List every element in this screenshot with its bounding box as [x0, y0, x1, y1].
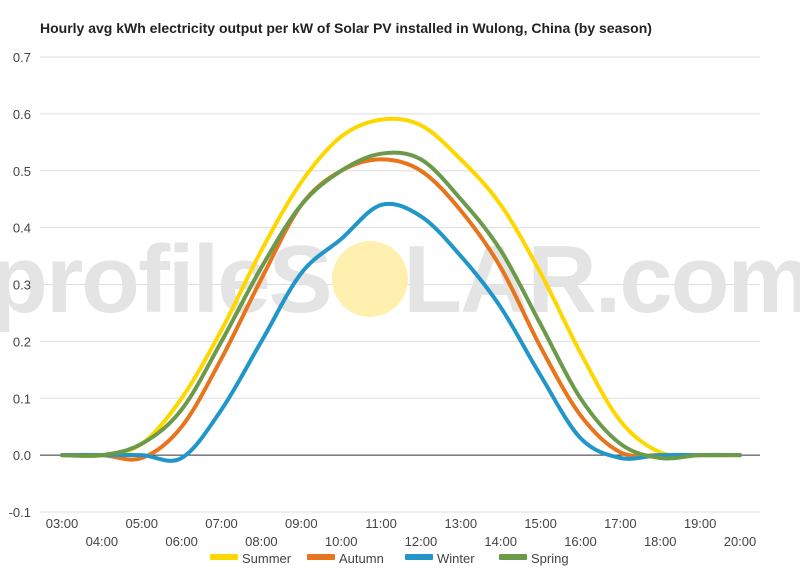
y-tick-label: 0.5 — [13, 164, 31, 179]
legend-item-summer[interactable]: Summer — [210, 551, 292, 566]
y-tick-label: 0.3 — [13, 278, 31, 293]
watermark: profileSOLAR.com — [0, 226, 800, 333]
x-tick-label: 15:00 — [524, 516, 557, 531]
legend: Summer Autumn Winter Spring — [210, 551, 569, 566]
series-line-winter — [60, 201, 742, 463]
y-axis-ticks: -0.1 0.0 0.1 0.2 0.3 0.4 0.5 0.6 0.7 — [9, 50, 31, 520]
x-tick-label: 03:00 — [46, 516, 79, 531]
x-tick-label: 04:00 — [86, 534, 119, 549]
series-line-autumn — [60, 157, 742, 462]
watermark-text-left: profile — [0, 226, 269, 333]
legend-label: Winter — [437, 551, 475, 566]
y-tick-label: -0.1 — [9, 505, 31, 520]
legend-label: Summer — [242, 551, 292, 566]
x-tick-label: 11:00 — [365, 516, 397, 531]
legend-item-winter[interactable]: Winter — [405, 551, 475, 566]
y-tick-label: 0.1 — [13, 391, 31, 406]
legend-item-spring[interactable]: Spring — [499, 551, 569, 566]
y-tick-label: 0.2 — [13, 334, 31, 349]
legend-swatch — [210, 554, 238, 560]
y-tick-label: 0.7 — [13, 50, 31, 65]
watermark-text: profileSOLAR.com — [0, 226, 800, 333]
legend-label: Spring — [531, 551, 569, 566]
watermark-sun-icon — [332, 241, 408, 317]
x-tick-label: 16:00 — [564, 534, 597, 549]
legend-swatch — [499, 554, 527, 560]
series-layer — [60, 116, 742, 463]
legend-item-autumn[interactable]: Autumn — [307, 551, 384, 566]
x-tick-label: 06:00 — [165, 534, 198, 549]
x-tick-label: 17:00 — [604, 516, 637, 531]
chart-title: Hourly avg kWh electricity output per kW… — [40, 20, 652, 36]
legend-swatch — [307, 554, 335, 560]
x-tick-label: 14:00 — [484, 534, 517, 549]
watermark-text-right: LAR.com — [403, 226, 800, 333]
x-tick-label: 19:00 — [684, 516, 717, 531]
x-tick-label: 12:00 — [405, 534, 438, 549]
x-tick-label: 07:00 — [205, 516, 238, 531]
series-line-summer — [60, 116, 742, 458]
legend-label: Autumn — [339, 551, 384, 566]
legend-swatch — [405, 554, 433, 560]
x-tick-label: 05:00 — [125, 516, 158, 531]
x-tick-label: 13:00 — [445, 516, 478, 531]
x-tick-label: 18:00 — [644, 534, 677, 549]
x-axis-ticks: 03:00 04:00 05:00 06:00 07:00 08:00 09:00 10:00… — [46, 516, 757, 549]
x-tick-label: 10:00 — [325, 534, 358, 549]
watermark-text-o: O — [331, 226, 404, 333]
x-tick-label: 09:00 — [285, 516, 318, 531]
x-tick-label: 20:00 — [724, 534, 757, 549]
y-tick-label: 0.0 — [13, 448, 31, 463]
x-tick-label: 08:00 — [245, 534, 278, 549]
series-line-spring — [60, 150, 742, 461]
y-tick-label: 0.6 — [13, 107, 31, 122]
y-tick-label: 0.4 — [13, 221, 31, 236]
